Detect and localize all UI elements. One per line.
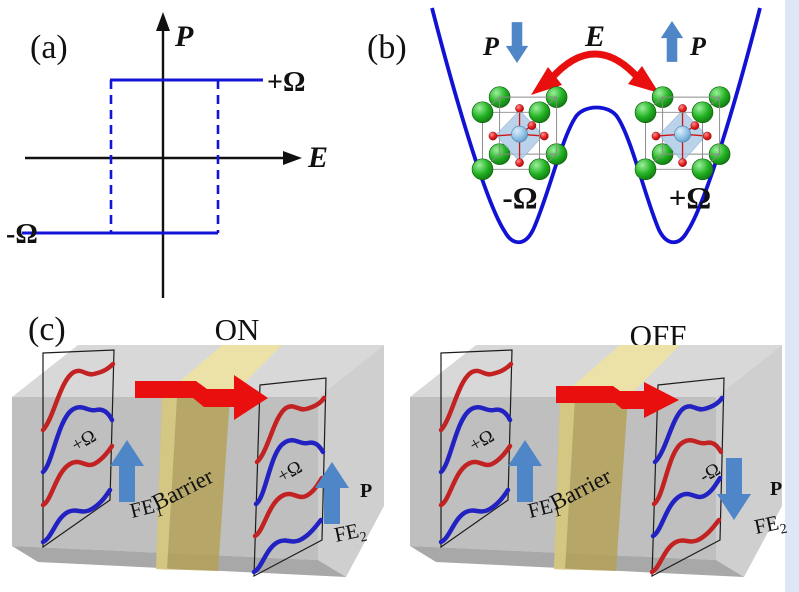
off-fe2-text: FE: [752, 510, 781, 539]
polarization-down-arrow: [505, 22, 529, 63]
hysteresis-loop: [22, 78, 263, 235]
field-label: E: [584, 20, 605, 53]
left-well-label: -Ω: [502, 180, 537, 215]
switching-arc-left-arrowhead: [531, 67, 562, 95]
plus-omega-label: +Ω: [267, 67, 305, 98]
off-fe1-sub: 1: [552, 505, 562, 521]
on-fe2-text: FE: [332, 518, 361, 547]
on-current-arrow: [135, 375, 268, 420]
off-p-label: P: [770, 478, 782, 500]
y-axis-arrowhead: [156, 12, 170, 31]
switching-arc: [546, 50, 644, 84]
minus-omega-label: -Ω: [6, 219, 38, 250]
double-well-curve: [430, 7, 762, 245]
on-fe1-label: FE1: [127, 492, 164, 527]
off-fe1-label: FE1: [525, 492, 562, 527]
polarization-up-arrow: [660, 21, 684, 62]
off-fe2-label: FE2: [752, 509, 789, 543]
on-fe2-label: FE2: [332, 517, 369, 551]
on-fe1-text: FE: [127, 494, 157, 523]
p-down-label: P: [482, 32, 500, 61]
p-axis-label: P: [174, 20, 194, 53]
switching-arc-right-arrowhead: [628, 66, 659, 93]
on-fe1-sub: 1: [154, 505, 164, 521]
panel-b-double-well: (b) P E P -Ω +Ω: [367, 7, 762, 245]
off-current-arrow: [556, 382, 679, 418]
device-on: ON Barrier +Ω +Ω FE1 FE2 P: [12, 312, 384, 592]
panel-b-label: (b): [367, 29, 407, 66]
panel-a-hysteresis: (a) P E +Ω -Ω: [6, 12, 328, 298]
off-fe2-sub: 2: [779, 522, 789, 538]
panel-c-label: (c): [28, 311, 66, 348]
p-up-label: P: [689, 32, 707, 61]
panel-c-label-holder: (c): [28, 311, 66, 348]
off-fe1-text: FE: [525, 494, 555, 523]
device-off: OFF Barrier +Ω -Ω FE1 FE2 P: [410, 318, 789, 592]
x-axis-arrowhead: [283, 151, 302, 165]
crystal-minus-state: [471, 85, 568, 181]
on-p-label: P: [360, 480, 372, 502]
on-state-label: ON: [215, 312, 260, 347]
panel-a-label: (a): [30, 29, 68, 66]
on-fe2-sub: 2: [359, 530, 369, 546]
e-axis-label: E: [307, 141, 328, 174]
window-edge-strip: [785, 0, 799, 592]
right-well-label: +Ω: [669, 180, 712, 215]
